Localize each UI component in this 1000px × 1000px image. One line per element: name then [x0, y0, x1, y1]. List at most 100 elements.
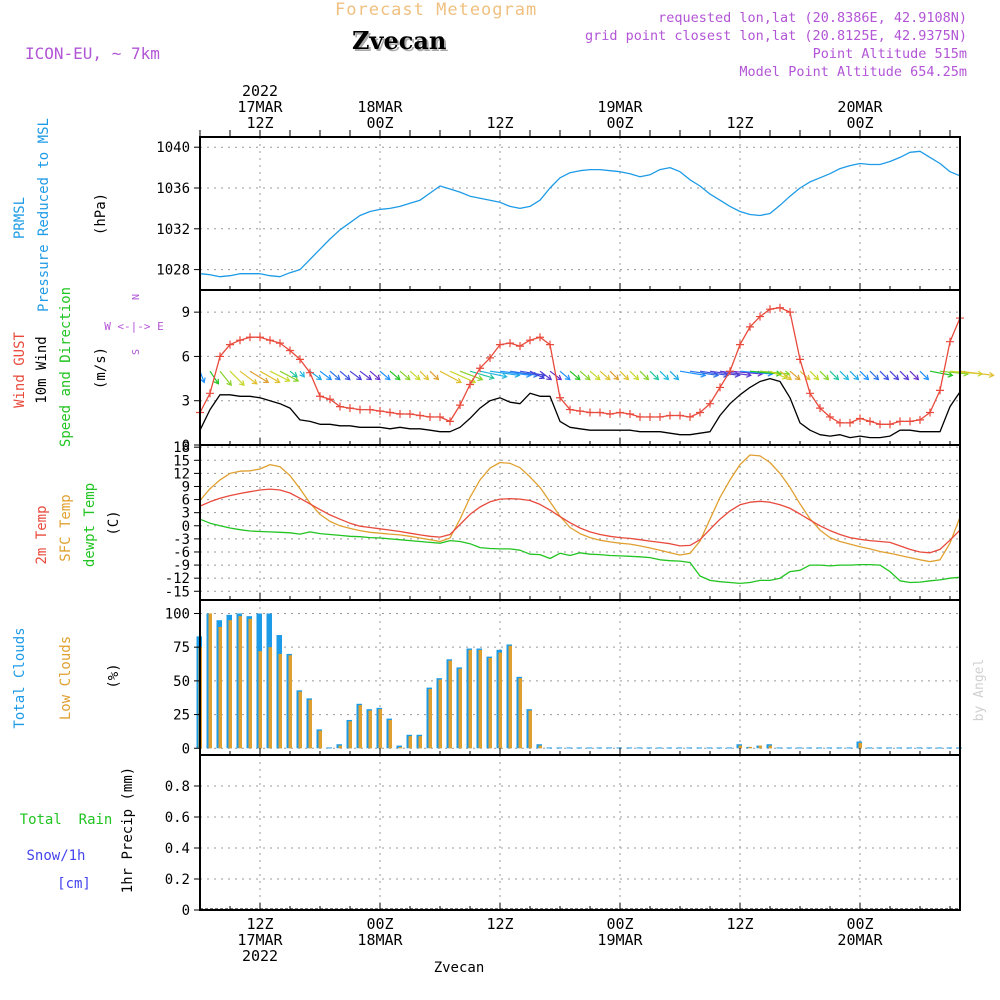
precip-tick-label: 0.2	[165, 872, 190, 888]
gust-point	[756, 312, 764, 321]
wind-arrow-head	[274, 377, 281, 384]
gust-point	[666, 411, 674, 420]
sfc-temp-line	[199, 454, 961, 563]
gust-point	[366, 405, 374, 414]
bottom-time-label: 00Z	[606, 915, 633, 933]
low-clouds-bar	[218, 626, 222, 749]
wind-arrow-head	[923, 374, 930, 381]
gust-point	[266, 336, 274, 345]
temp-panel-frame	[199, 444, 961, 601]
wind-direction-arrow	[489, 370, 520, 376]
wind-arrow-head	[316, 374, 323, 381]
wind-arrow-head	[613, 374, 620, 381]
gust-point	[576, 407, 584, 416]
bottom-time-label: 18MAR	[357, 931, 403, 949]
prmsl-line	[199, 150, 961, 278]
gust-point	[496, 340, 504, 349]
point-altitude: Point Altitude 515m	[812, 46, 967, 62]
wind-direction-arrow	[629, 370, 639, 381]
total-clouds-label: Total Clouds	[12, 627, 28, 728]
wind-direction-arrow	[479, 370, 507, 378]
low-clouds-bar	[758, 745, 762, 749]
low-clouds-bar	[448, 660, 452, 749]
gust-point	[906, 417, 914, 426]
wind-direction-arrow	[419, 370, 429, 381]
wind-arrow-head	[199, 377, 206, 384]
total-clouds-bar	[556, 747, 562, 749]
wind-direction-arrow	[529, 370, 545, 379]
bottom-time-label: 19MAR	[597, 931, 643, 949]
pressure-tick-label: 1028	[156, 263, 190, 279]
clouds-panel-frame	[199, 599, 961, 756]
wind-direction-arrow	[379, 370, 391, 381]
snow-unit-label: [cm]	[57, 876, 91, 892]
wind-arrow-head	[291, 371, 298, 378]
wind-direction-arrow	[739, 370, 773, 375]
gust-point	[396, 410, 404, 418]
gust-point	[656, 412, 664, 421]
wind-arrow-head	[594, 374, 601, 381]
gust-point	[546, 340, 554, 349]
model-name: ICON-EU, ~ 7km	[25, 44, 160, 63]
total-clouds-bar	[896, 747, 902, 749]
wind-direction-arrow	[859, 370, 869, 381]
total-clouds-bar	[656, 747, 662, 749]
low-clouds-bar	[348, 721, 352, 749]
wind-arrow-head	[334, 374, 341, 381]
wind-arrow-head	[633, 374, 640, 381]
wind-direction-arrow	[669, 370, 679, 381]
gust-point	[386, 408, 394, 417]
bottom-time-label: 12Z	[726, 915, 753, 933]
wind-direction-label: Speed and Direction	[58, 287, 74, 447]
total-clouds-bar	[576, 747, 582, 749]
low-clouds-bar	[378, 709, 382, 749]
wind-direction-arrow	[369, 370, 381, 381]
wind-direction-arrow	[519, 370, 546, 376]
temp-tick-label: -6	[173, 545, 190, 561]
wind-arrow-head	[873, 374, 880, 381]
gust-point	[446, 417, 454, 426]
wind-direction-arrow	[809, 370, 819, 381]
wind-arrow-head	[843, 374, 850, 381]
clouds-tick-label: 50	[173, 674, 190, 690]
total-clouds-bar	[776, 747, 782, 749]
wind-direction-arrow	[839, 370, 849, 381]
wind-arrow-head	[226, 380, 232, 387]
low-clouds-bar	[508, 645, 512, 749]
wind-direction-arrow	[729, 370, 763, 375]
total-clouds-bar	[646, 747, 652, 749]
temp-unit-label: (C)	[106, 510, 122, 535]
gust-point	[936, 386, 944, 395]
gust-point	[226, 340, 234, 349]
wind-arrow-head	[833, 374, 840, 381]
wind-arrow-head	[546, 374, 553, 381]
wind-arrow-head	[604, 374, 611, 381]
gust-point	[436, 412, 444, 421]
watermark: by Angel	[972, 659, 987, 722]
gust-point	[416, 411, 424, 420]
gust-point	[276, 339, 284, 348]
wind-arrow-head	[863, 374, 870, 381]
pressure-panel-frame	[199, 136, 961, 291]
total-clouds-bar	[696, 747, 702, 749]
low-clouds-bar	[238, 616, 242, 749]
wind-tick-label: 9	[182, 305, 190, 321]
wind-10m-label: 10m Wind	[34, 336, 50, 403]
wind-tick-label: 6	[182, 349, 190, 365]
total-clouds-bar	[936, 747, 942, 749]
wind-arrow-head	[853, 374, 860, 381]
gust-point	[536, 333, 544, 342]
gust-point	[486, 353, 494, 362]
wind-gust-label: Wind GUST	[12, 332, 28, 408]
gust-point	[726, 367, 734, 376]
gust-point	[456, 401, 464, 410]
gust-point	[766, 305, 774, 314]
low-clouds-bar	[518, 678, 522, 749]
wind-direction-arrow	[539, 370, 552, 381]
wind-direction-arrow	[639, 370, 649, 381]
low-clouds-bar	[428, 688, 432, 749]
temp-tick-label: 15	[173, 453, 190, 469]
wind-direction-arrow	[899, 370, 909, 381]
wind-direction-arrow	[439, 370, 462, 383]
